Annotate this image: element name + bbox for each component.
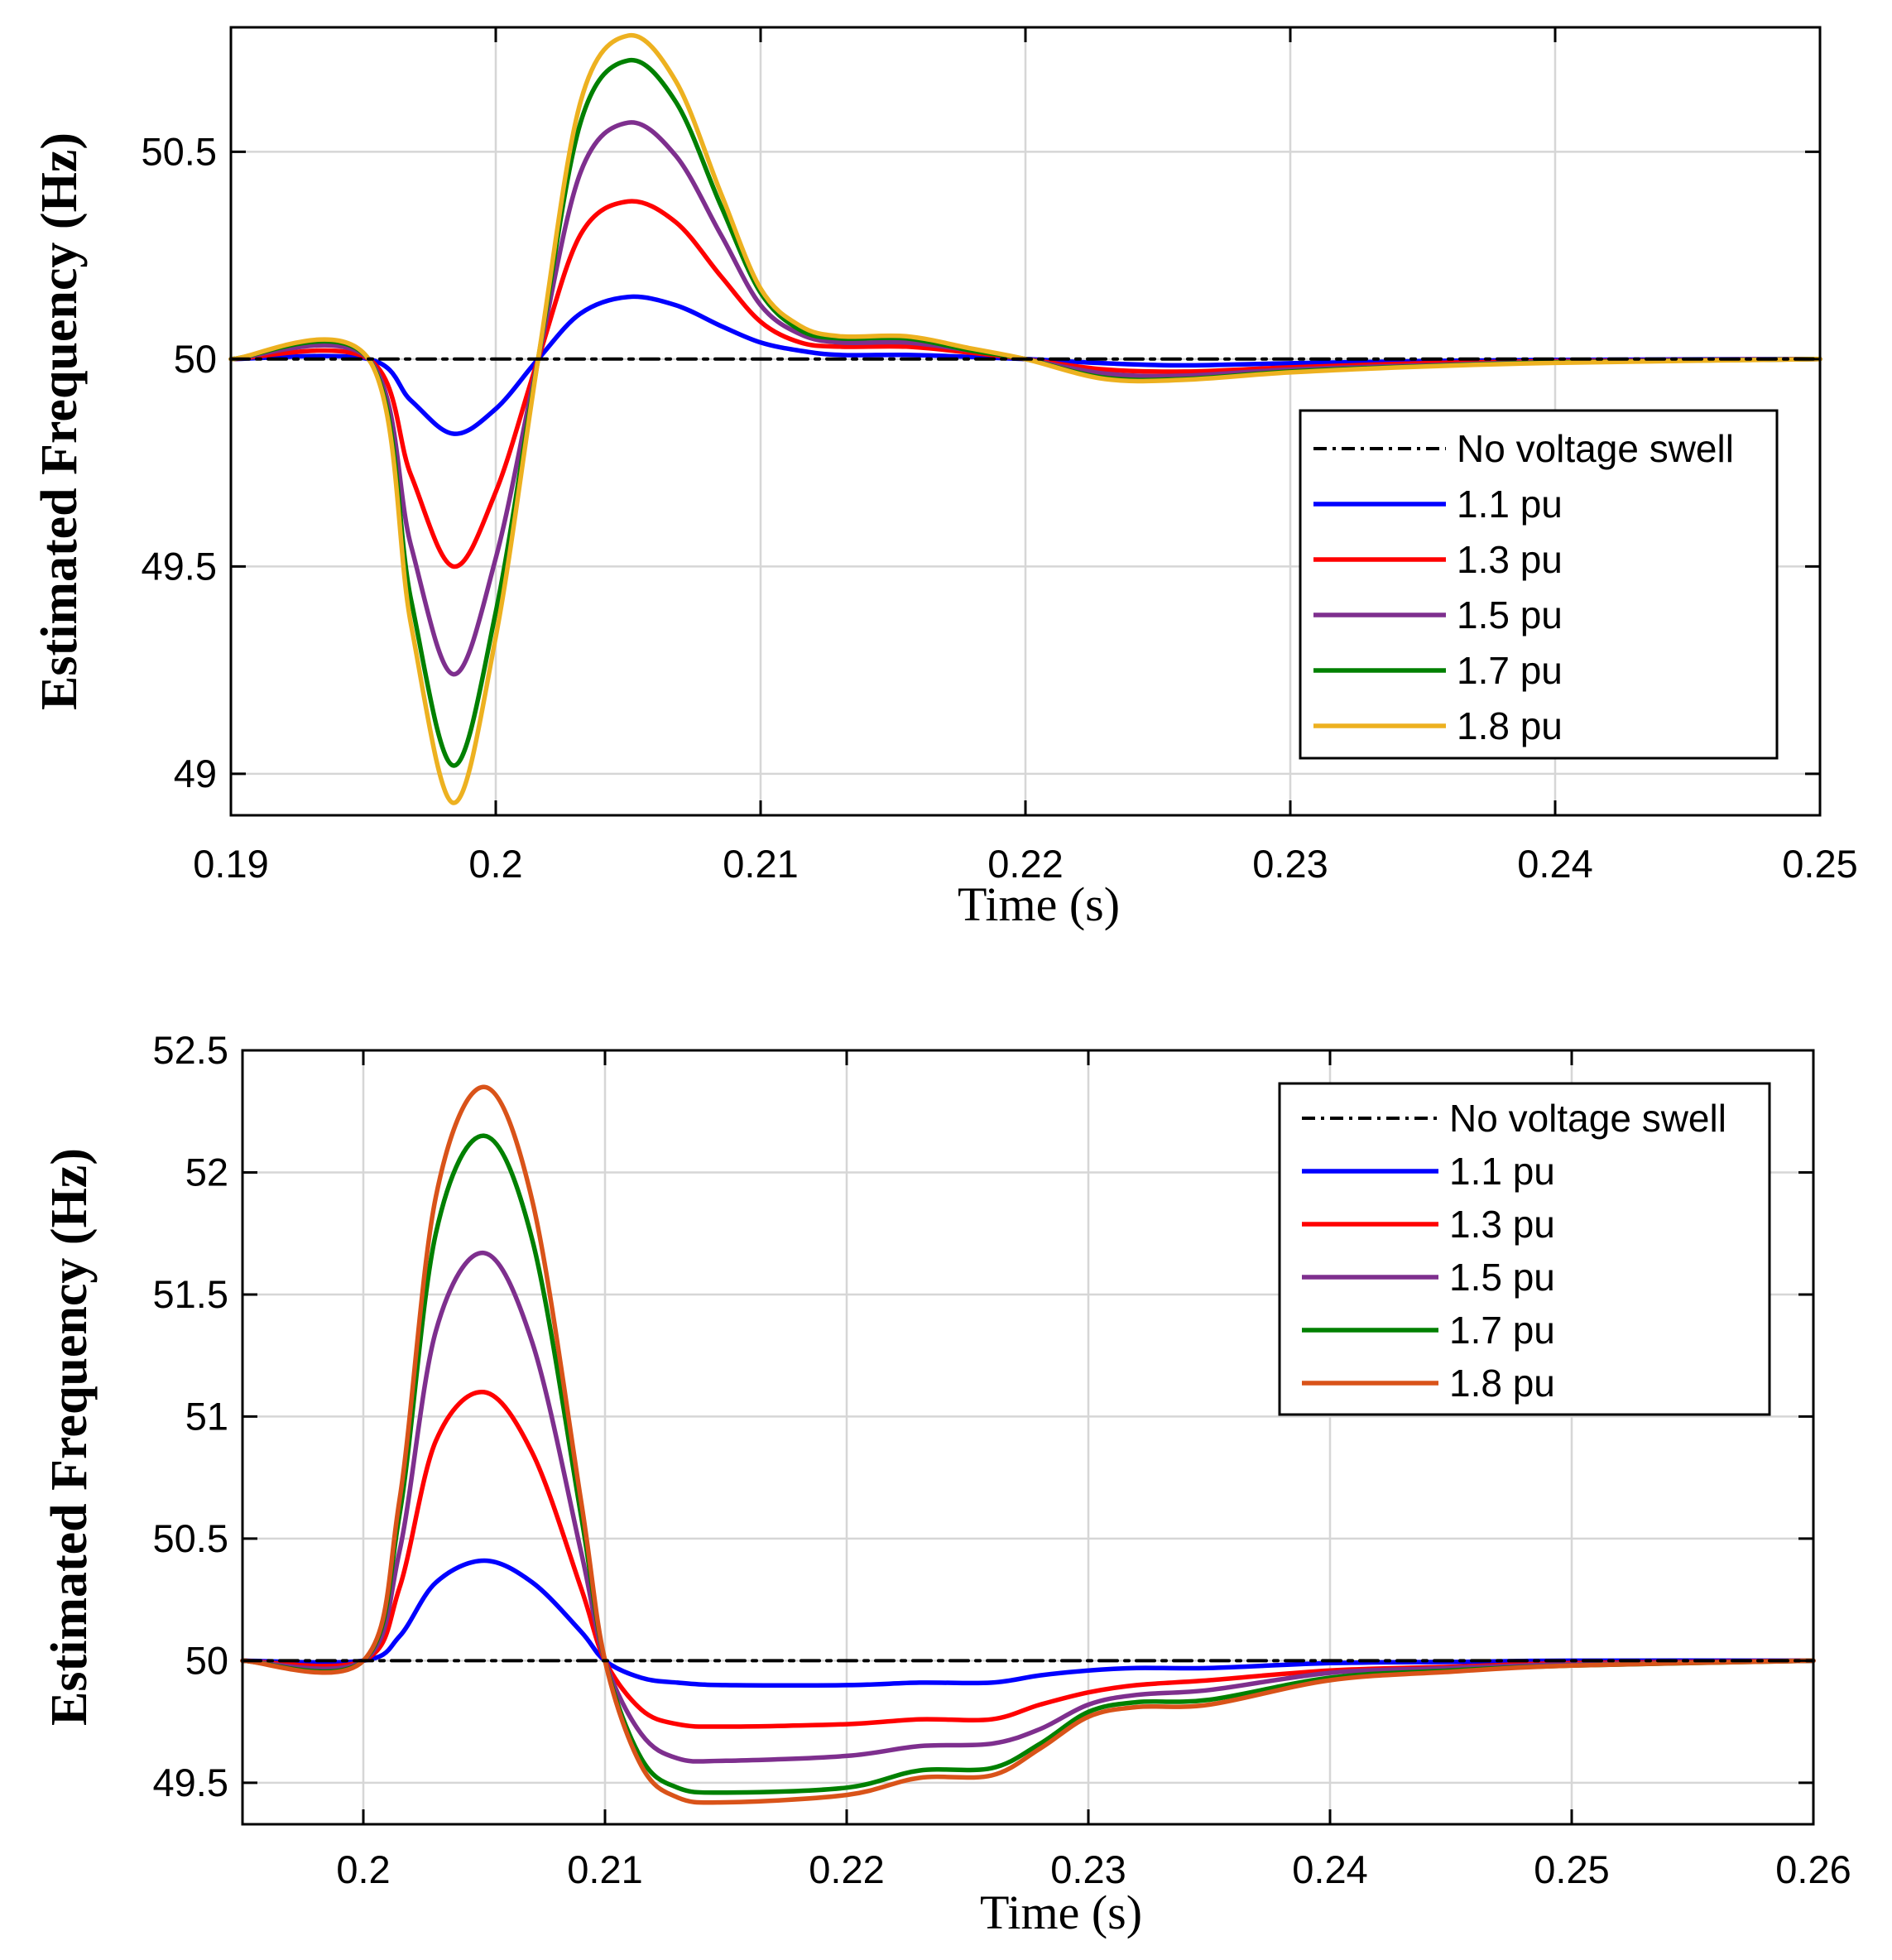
legend-label-1-5-pu: 1.5 pu <box>1457 593 1563 637</box>
x-tick-label: 0.2 <box>468 842 522 886</box>
series-line-1-5-pu-bottom <box>240 1251 1816 1764</box>
y-axis-label-bottom: Estimated Frequency (Hz) <box>41 1148 98 1726</box>
x-tick-label: 0.2 <box>336 1847 390 1891</box>
legend-label-1-3-pu: 1.3 pu <box>1457 538 1563 581</box>
y-tick-label: 51.5 <box>153 1272 228 1316</box>
x-tick-label: 0.21 <box>567 1847 642 1891</box>
series-line-1-8-pu-bottom <box>240 1084 1816 1805</box>
y-tick-label: 49.5 <box>153 1761 228 1804</box>
axes-frame-bottom <box>241 1049 1815 1826</box>
y-tick-label: 51 <box>185 1394 228 1438</box>
legend-box-bottom <box>1278 1082 1771 1416</box>
x-tick-label: 0.25 <box>1534 1847 1609 1891</box>
y-tick-label: 50.5 <box>153 1516 228 1560</box>
series-line-1-7-pu-bottom <box>240 1133 1816 1795</box>
legend-label-no-voltage-swell: No voltage swell <box>1449 1097 1726 1140</box>
legend-label-1-1-pu: 1.1 pu <box>1449 1150 1555 1193</box>
y-tick-label: 52.5 <box>153 1028 228 1072</box>
x-tick-label: 0.24 <box>1292 1847 1367 1891</box>
chart-bottom: 0.2 0.21 0.22 0.23 0.24 0.25 0.26 49.5 50 50.5 51 5… <box>41 1028 1851 1939</box>
y-tick-label: 49 <box>174 752 217 795</box>
legend-label-1-1-pu: 1.1 pu <box>1457 483 1563 526</box>
x-tick-label: 0.25 <box>1782 842 1857 886</box>
legend-label-1-8-pu: 1.8 pu <box>1449 1362 1555 1405</box>
y-axis-label-top: Estimated Frequency (Hz) <box>31 132 88 710</box>
y-tick-label: 49.5 <box>142 544 217 588</box>
y-tick-label: 50 <box>185 1638 228 1682</box>
series-line-1-8-pu-top <box>228 32 1822 805</box>
series-line-1-1-pu-top <box>228 294 1822 436</box>
x-tick-label: 0.24 <box>1517 842 1592 886</box>
legend-label-no-voltage-swell: No voltage swell <box>1457 427 1734 470</box>
chart-top: 0.19 0.2 0.21 0.22 0.23 0.24 0.254949.55050.5 … <box>31 26 1858 931</box>
y-tick-label: 50 <box>174 337 217 381</box>
x-tick-label: 0.19 <box>193 842 268 886</box>
x-tick-label: 0.23 <box>1050 1847 1126 1891</box>
legend-label-1-5-pu: 1.5 pu <box>1449 1256 1555 1299</box>
x-tick-label: 0.22 <box>809 1847 884 1891</box>
x-tick-label: 0.26 <box>1775 1847 1851 1891</box>
x-axis-label-bottom: Time (s) <box>980 1886 1142 1939</box>
x-tick-label: 0.23 <box>1252 842 1328 886</box>
legend-box-top <box>1299 409 1779 760</box>
legend-label-1-3-pu: 1.3 pu <box>1449 1203 1555 1246</box>
y-tick-label: 50.5 <box>142 129 217 173</box>
legend-top: No voltage swell 1.1 pu 1.3 pu 1.5 pu 1.7 pu… <box>1299 409 1779 760</box>
legend-label-1-7-pu: 1.7 pu <box>1449 1309 1555 1352</box>
legend-label-1-8-pu: 1.8 pu <box>1457 704 1563 747</box>
legend-label-1-7-pu: 1.7 pu <box>1457 649 1563 692</box>
legend-bottom: No voltage swell 1.1 pu 1.3 pu 1.5 pu 1.7 pu… <box>1278 1082 1771 1416</box>
y-tick-label: 52 <box>185 1150 228 1194</box>
x-tick-label: 0.21 <box>723 842 798 886</box>
x-tick-label: 0.22 <box>987 842 1063 886</box>
x-axis-label-top: Time (s) <box>958 877 1120 931</box>
